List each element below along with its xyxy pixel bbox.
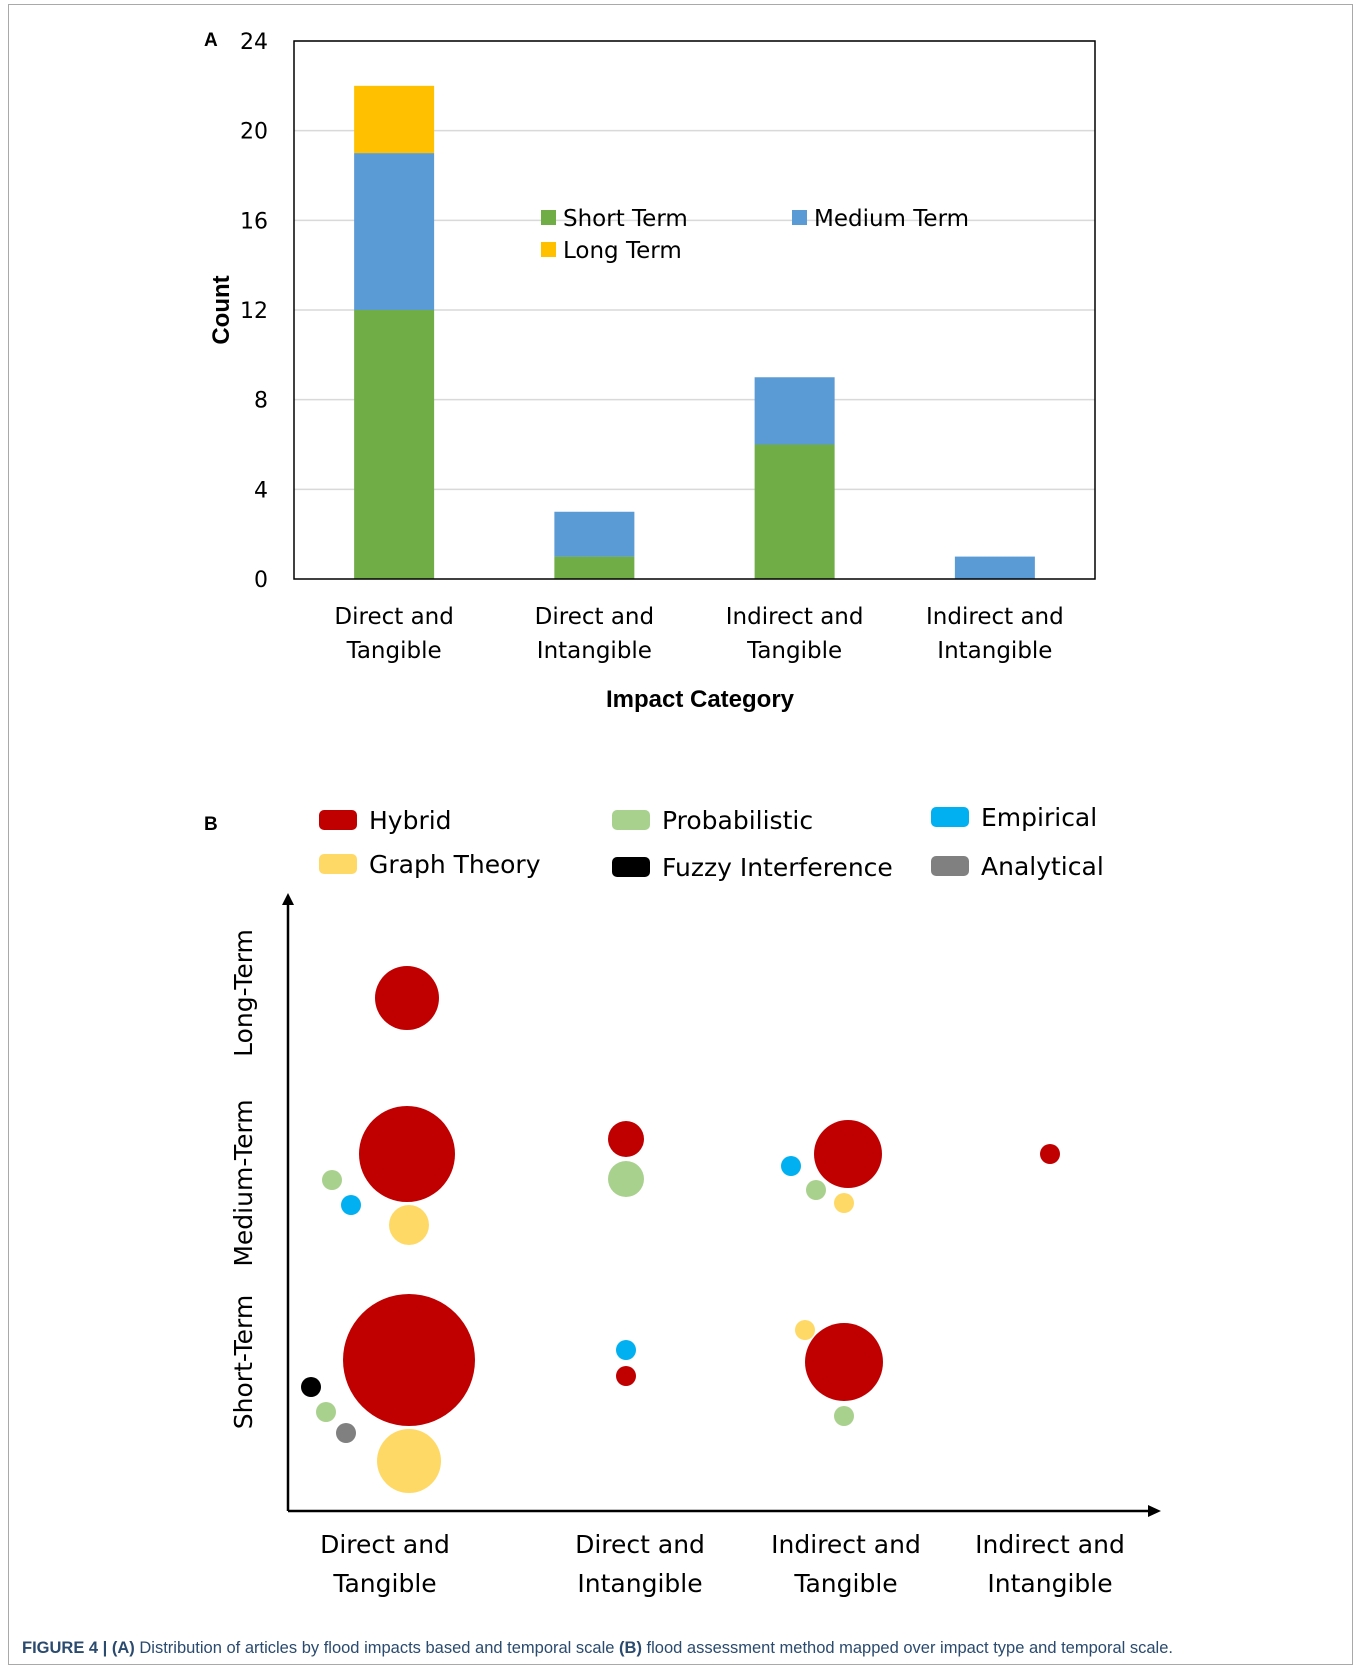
y-category-label: Short-Term [229,1295,258,1429]
bubble-graph-theory [834,1193,854,1213]
bubble-hybrid [375,966,439,1030]
legend-label: Empirical [981,803,1097,832]
legend-swatch [612,857,650,877]
bar-segment [754,377,835,445]
y-axis-title: Count [208,275,235,344]
bar-segment [554,511,635,557]
bubble-probabilistic [322,1170,342,1190]
caption-text-a: Distribution of articles by flood impact… [134,1639,620,1657]
x-tick-label: Direct and [535,604,654,630]
x-axis-arrow [1148,1505,1161,1517]
legend-label: Hybrid [369,806,452,835]
legend-swatch [541,210,556,225]
legend-swatch [612,810,650,830]
legend-swatch [319,810,357,830]
bubble-empirical [781,1156,801,1176]
bubble-graph-theory [389,1205,429,1245]
panel-label-a: A [204,30,218,51]
x-category-label: Intangible [987,1569,1112,1598]
bar-segment [754,444,835,579]
bubble-hybrid [814,1120,882,1188]
bar-segment [354,310,435,579]
x-tick-label: Tangible [746,638,842,664]
bar-segment [554,556,635,579]
x-tick-label: Indirect and [926,604,1064,630]
panel-label-b: B [204,814,218,835]
x-category-label: Intangible [577,1569,702,1598]
bar-segment [954,556,1035,579]
bubble-probabilistic [806,1180,826,1200]
legend-swatch [931,807,969,827]
x-tick-label: Indirect and [726,604,864,630]
bubble-graph-theory [377,1429,441,1493]
figure-frame [8,4,1353,1665]
x-category-label: Indirect and [771,1530,921,1559]
x-category-label: Direct and [320,1530,450,1559]
y-tick-label: 8 [254,389,268,414]
y-category-label: Medium-Term [229,1099,258,1266]
legend-label: Graph Theory [369,850,541,879]
x-tick-label: Direct and [334,604,453,630]
x-category-label: Tangible [332,1569,436,1598]
bubble-hybrid [608,1121,644,1157]
legend-swatch [541,242,556,257]
y-tick-label: 12 [240,299,268,324]
bubble-analytical [336,1423,356,1443]
bar-segment [354,153,435,310]
x-axis-title: Impact Category [606,686,795,713]
bubble-hybrid [1040,1144,1060,1164]
x-tick-label: Tangible [346,638,442,664]
bubble-hybrid [343,1294,475,1426]
legend-label: Probabilistic [662,806,813,835]
bubble-empirical [341,1195,361,1215]
y-tick-label: 4 [254,478,268,503]
bubble-hybrid [805,1323,883,1401]
bar-segment [354,85,435,154]
bubble-hybrid [359,1106,455,1202]
chart-b: B Hybrid Probabilistic Empirical Graph Theor… [204,803,1161,1598]
bubble-empirical [616,1340,636,1360]
bubble-probabilistic [834,1406,854,1426]
y-tick-label: 24 [240,30,268,55]
legend-label: Short Term [563,206,688,232]
legend-label: Long Term [563,238,682,264]
x-category-label: Tangible [793,1569,897,1598]
caption-figure-label: FIGURE 4 | [22,1639,112,1657]
y-tick-label: 20 [240,120,268,145]
legend-swatch [931,856,969,876]
plot-frame [293,40,1096,580]
x-category-label: Direct and [575,1530,705,1559]
x-tick-label: Intangible [537,638,652,664]
y-category-label: Long-Term [229,929,258,1057]
bubble-hybrid [616,1366,636,1386]
x-tick-label: Intangible [937,638,1052,664]
legend-label: Medium Term [814,206,969,232]
legend-swatch [319,854,357,874]
caption-b-label: (B) [619,1639,642,1657]
y-tick-label: 16 [240,209,268,234]
y-tick-label: 0 [254,568,268,593]
figure-caption: FIGURE 4 | (A) Distribution of articles … [22,1639,1352,1658]
bubble-fuzzy-interference [301,1377,321,1397]
bubble-probabilistic [316,1402,336,1422]
chart-a: A 0 4 8 12 16 20 24 Direct and Tangible Direct and… [204,30,1096,713]
bubble-graph-theory [795,1320,815,1340]
legend-label: Analytical [981,852,1104,881]
legend-label: Fuzzy Interference [662,853,893,882]
x-category-label: Indirect and [975,1530,1125,1559]
caption-text-b: flood assessment method mapped over impa… [641,1639,1173,1657]
bubble-probabilistic [608,1161,644,1197]
legend-swatch [792,210,807,225]
caption-a-label: (A) [111,1639,135,1657]
y-axis-arrow [282,893,294,905]
